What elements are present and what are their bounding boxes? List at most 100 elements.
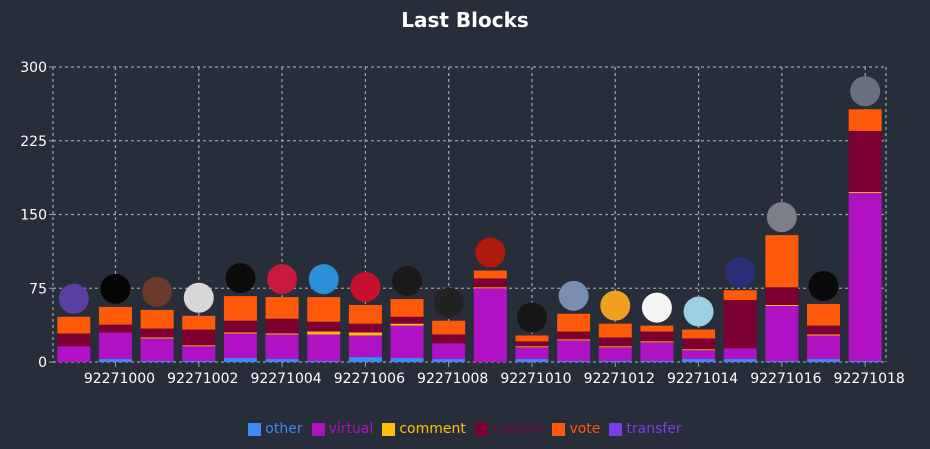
chart-title: Last Blocks	[401, 8, 529, 32]
bar-segment-comment	[515, 346, 549, 348]
bar-segment-other	[98, 359, 132, 362]
bar-segment-virtual	[307, 334, 341, 362]
bar-segment-virtual	[140, 338, 174, 362]
x-tick-label: 92271004	[250, 371, 321, 387]
bar-segment-virtual	[765, 305, 799, 362]
legend-swatch	[382, 422, 396, 436]
legend-label: custom	[491, 421, 544, 437]
avatar-image	[267, 264, 298, 295]
bar-segment-custom	[765, 287, 799, 305]
bar-segment-virtual	[640, 342, 674, 362]
bar-segment-virtual	[348, 335, 382, 358]
bar-segment-virtual	[223, 333, 257, 359]
bar-segment-comment	[807, 334, 841, 336]
bar-segment-comment	[182, 345, 216, 347]
bar-segment-custom	[432, 334, 466, 344]
avatar-image	[558, 280, 589, 311]
avatar-image	[58, 283, 89, 314]
x-tick-label: 92271014	[667, 371, 738, 387]
legend-item-transfer[interactable]: transfer	[609, 421, 682, 437]
bar-segment-other	[682, 359, 716, 362]
bar-segment-vote	[515, 335, 549, 342]
avatar-image	[475, 237, 506, 268]
avatar-image	[725, 257, 756, 288]
bar-segment-vote	[140, 309, 174, 329]
x-tick-label: 92271000	[84, 371, 155, 387]
bar-segment-vote	[390, 299, 424, 317]
bar-segment-virtual	[682, 350, 716, 360]
avatar-image	[183, 282, 214, 313]
bar-segment-virtual	[473, 288, 507, 362]
bar-segment-other	[557, 361, 591, 362]
bar-segment-custom	[515, 341, 549, 347]
y-tick-label: 150	[20, 208, 47, 224]
legend-swatch	[609, 422, 623, 436]
bar-segment-vote	[57, 316, 91, 334]
bar-segment-vote	[98, 306, 132, 325]
bar-segment-vote	[765, 235, 799, 288]
avatar-image	[100, 273, 131, 304]
avatar-image	[600, 290, 631, 321]
bar-segment-other	[390, 358, 424, 362]
bar-segment-virtual	[432, 343, 466, 360]
legend-label: vote	[569, 421, 601, 437]
bar-segment-other	[848, 361, 882, 362]
bar-segment-comment	[307, 331, 341, 335]
bar-segment-vote	[348, 304, 382, 324]
bar-segment-custom	[723, 300, 757, 349]
bar-segment-comment	[557, 339, 591, 341]
avatar-image	[683, 296, 714, 327]
bar-segment-vote	[598, 323, 632, 338]
bar-segment-virtual	[598, 347, 632, 362]
bar-segment-vote	[807, 303, 841, 326]
bar-segment-other	[348, 357, 382, 362]
avatar-image	[808, 270, 839, 301]
bar-segment-comment	[390, 323, 424, 326]
x-tick-label: 92271008	[417, 371, 488, 387]
legend-item-vote[interactable]: vote	[552, 421, 600, 437]
bar-segment-custom	[223, 320, 257, 333]
bar-segment-comment	[348, 332, 382, 336]
bar-segment-other	[307, 361, 341, 362]
bar-segment-virtual	[848, 192, 882, 362]
bar-segment-other	[223, 358, 257, 362]
legend-swatch	[311, 422, 325, 436]
bar-segment-comment	[140, 337, 174, 339]
bar-segment-virtual	[515, 347, 549, 360]
legend-label: other	[265, 421, 303, 437]
legend-label: comment	[399, 421, 466, 437]
bar-segment-custom	[98, 324, 132, 333]
bar-segment-comment	[765, 304, 799, 306]
bar-segment-other	[598, 361, 632, 362]
bar-segment-comment	[598, 346, 632, 348]
bar-segment-virtual	[182, 346, 216, 362]
x-tick-label: 92271018	[834, 371, 905, 387]
bar-segment-custom	[390, 316, 424, 324]
bar-segment-vote	[640, 325, 674, 332]
legend-item-virtual[interactable]: virtual	[311, 421, 373, 437]
bar-segment-other	[140, 361, 174, 362]
y-tick-label: 75	[29, 281, 47, 297]
bar-segment-comment	[682, 349, 716, 351]
bar-segment-other	[515, 359, 549, 362]
avatar-image	[766, 202, 797, 233]
avatar-image	[850, 76, 881, 107]
legend: other virtual comment custom vote transfer	[0, 421, 930, 437]
legend-item-custom[interactable]: custom	[474, 421, 544, 437]
bar-segment-virtual	[265, 334, 299, 360]
bar-segment-custom	[807, 325, 841, 335]
bar-segment-other	[640, 361, 674, 362]
bar-segment-virtual	[390, 325, 424, 359]
avatar-image	[516, 302, 547, 333]
legend-item-other[interactable]: other	[248, 421, 303, 437]
bar-segment-vote	[682, 329, 716, 339]
x-tick-label: 92271002	[167, 371, 238, 387]
bar-segment-other	[265, 359, 299, 362]
bar-segment-vote	[723, 290, 757, 301]
bar-segment-comment	[640, 341, 674, 343]
x-tick-label: 92271016	[750, 371, 821, 387]
bar-segment-custom	[57, 333, 91, 347]
legend-item-comment[interactable]: comment	[382, 421, 466, 437]
bar-segment-custom	[557, 331, 591, 340]
